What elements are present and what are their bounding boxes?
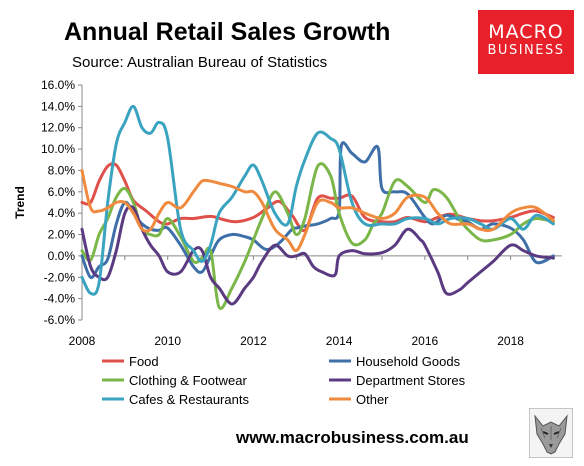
y-tick-label: 4.0% [48, 206, 76, 220]
x-tick-label: 2016 [412, 334, 439, 348]
series-line-household-goods [80, 141, 555, 279]
legend-label-clothing-and-footwear: Clothing & Footwear [129, 373, 247, 388]
logo-line-business: BUSINESS [487, 43, 565, 58]
y-tick-label: 8.0% [48, 163, 76, 177]
x-tick-label: 2010 [154, 334, 181, 348]
website-url: www.macrobusiness.com.au [236, 428, 469, 447]
macrobusiness-logo: MACRO BUSINESS [478, 10, 574, 74]
x-tick-label: 2014 [326, 334, 353, 348]
y-tick-label: 10.0% [41, 142, 75, 156]
y-tick-label: 2.0% [48, 228, 76, 242]
series-line-food [80, 162, 555, 233]
series-line-other [80, 169, 555, 253]
page-title: Annual Retail Sales Growth [64, 18, 391, 46]
page-subtitle: Source: Australian Bureau of Statistics [72, 54, 328, 71]
legend-label-food: Food [129, 354, 159, 369]
logo-line-macro: MACRO [488, 21, 564, 43]
y-tick-label: -6.0% [44, 313, 76, 327]
legend-label-department-stores: Department Stores [356, 373, 466, 388]
x-tick-label: 2012 [240, 334, 267, 348]
legend-label-other: Other [356, 392, 389, 407]
y-tick-label: 12.0% [41, 121, 75, 135]
wolf-mascot-icon [529, 408, 573, 458]
y-tick-label: 0.0% [48, 249, 76, 263]
y-axis-label: Trend [13, 186, 27, 219]
legend-label-household-goods: Household Goods [356, 354, 461, 369]
x-tick-label: 2018 [497, 334, 524, 348]
y-tick-label: 16.0% [41, 78, 75, 92]
y-tick-label: -4.0% [44, 292, 76, 306]
series-line-cafes-and-restaurants [80, 104, 555, 296]
legend-label-cafes-and-restaurants: Cafes & Restaurants [129, 392, 249, 407]
series-line-department-stores [80, 204, 555, 306]
series-line-clothing-and-footwear [80, 162, 555, 310]
y-tick-label: 14.0% [41, 99, 75, 113]
y-tick-label: -2.0% [44, 270, 76, 284]
x-tick-label: 2008 [69, 334, 96, 348]
y-tick-label: 6.0% [48, 185, 76, 199]
